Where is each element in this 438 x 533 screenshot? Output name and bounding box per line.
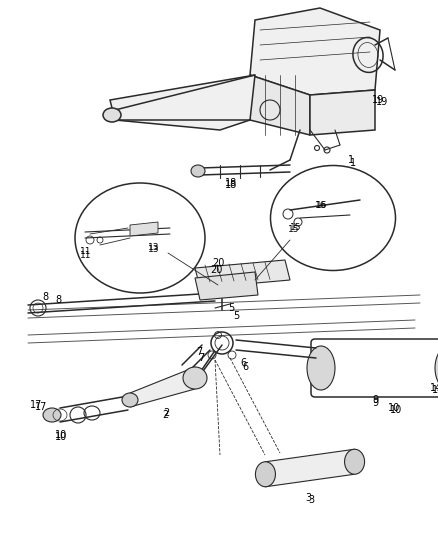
Text: 17: 17 xyxy=(30,400,42,410)
Ellipse shape xyxy=(43,408,61,422)
Polygon shape xyxy=(194,260,290,288)
Text: 2: 2 xyxy=(162,408,169,418)
Ellipse shape xyxy=(255,462,275,487)
Text: 8: 8 xyxy=(55,295,61,305)
Polygon shape xyxy=(130,222,158,236)
Text: 7: 7 xyxy=(198,353,204,363)
Text: 9: 9 xyxy=(371,398,377,408)
Text: 1: 1 xyxy=(347,155,353,165)
Polygon shape xyxy=(249,8,379,95)
Text: 8: 8 xyxy=(42,292,48,302)
Polygon shape xyxy=(110,75,254,130)
Ellipse shape xyxy=(344,449,364,474)
Text: 20: 20 xyxy=(212,258,224,268)
Ellipse shape xyxy=(191,165,205,177)
Text: 13: 13 xyxy=(148,244,159,253)
Ellipse shape xyxy=(434,346,438,390)
Text: 11: 11 xyxy=(80,251,91,260)
Text: 10: 10 xyxy=(55,432,67,442)
Text: 11: 11 xyxy=(80,247,91,256)
Text: 19: 19 xyxy=(371,95,383,105)
FancyBboxPatch shape xyxy=(310,339,438,397)
Ellipse shape xyxy=(306,346,334,390)
Polygon shape xyxy=(309,90,374,135)
Text: 19: 19 xyxy=(375,97,387,107)
Ellipse shape xyxy=(75,183,205,293)
Ellipse shape xyxy=(122,393,138,407)
Text: 6: 6 xyxy=(240,358,246,368)
Text: 20: 20 xyxy=(209,265,222,275)
Text: 14: 14 xyxy=(429,383,438,393)
Text: 5: 5 xyxy=(227,303,234,313)
Polygon shape xyxy=(130,367,194,407)
Text: 13: 13 xyxy=(148,246,159,254)
Polygon shape xyxy=(265,449,354,487)
Text: 18: 18 xyxy=(225,178,237,188)
Text: 15: 15 xyxy=(290,223,301,232)
Text: 16: 16 xyxy=(315,201,327,211)
Text: 5: 5 xyxy=(233,311,239,321)
Text: 10: 10 xyxy=(387,403,399,413)
Text: 7: 7 xyxy=(195,347,202,357)
Text: 2: 2 xyxy=(162,410,168,420)
Text: 17: 17 xyxy=(35,402,47,412)
Polygon shape xyxy=(249,75,309,135)
Ellipse shape xyxy=(270,166,395,271)
Ellipse shape xyxy=(103,108,121,122)
Text: 10: 10 xyxy=(389,405,401,415)
Text: 3: 3 xyxy=(304,493,311,503)
Text: 14: 14 xyxy=(431,385,438,395)
Text: 18: 18 xyxy=(225,180,237,190)
Text: 16: 16 xyxy=(314,200,326,209)
Text: 10: 10 xyxy=(55,430,67,440)
Text: 15: 15 xyxy=(287,225,299,235)
Text: 9: 9 xyxy=(371,395,377,405)
Text: 1: 1 xyxy=(349,158,355,168)
Text: 6: 6 xyxy=(241,362,247,372)
Text: 3: 3 xyxy=(307,495,314,505)
Polygon shape xyxy=(194,272,258,300)
Ellipse shape xyxy=(183,367,207,389)
